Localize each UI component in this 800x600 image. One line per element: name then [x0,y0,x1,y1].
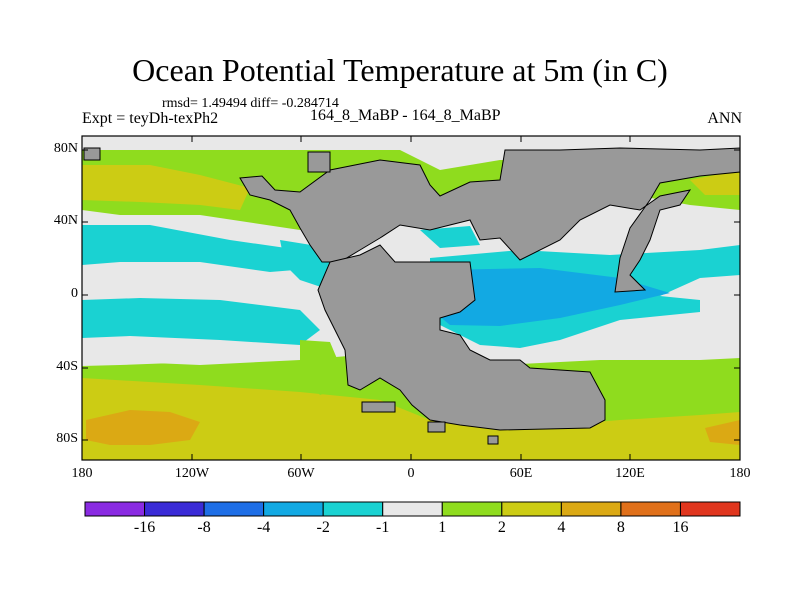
land-small-isle-1 [83,147,101,161]
field-indian-blue [432,268,670,326]
lon-label-60e: 60E [509,466,533,481]
colorbar-label: -1 [376,519,390,536]
field-pac-north-cyan [82,225,320,272]
colorbar-box [322,501,384,517]
colorbar-box [203,501,265,517]
season-label: ANN [707,110,742,127]
field-med-cyan [420,226,480,248]
colorbar-box [501,501,562,517]
land-layer [83,147,741,445]
lon-label-120e: 120E [615,466,645,481]
colorbar-box [560,501,622,517]
colorbar-box [263,501,324,517]
colorbar-box [620,501,681,517]
land-small-isle-3 [427,421,446,433]
field-south-orange-east [705,420,740,445]
field-south-orange-west [86,410,200,445]
field-atl-south-green [300,340,348,395]
colorbar-label: 2 [497,519,506,536]
land-small-isle-4 [487,435,499,445]
colorbar-label: 16 [672,519,689,536]
lat-label-80n: 80N [53,141,78,156]
colorbar [84,501,741,517]
colorbar-label: 1 [438,519,447,536]
lon-label-180e: 180 [729,466,751,481]
lat-label-40s: 40S [56,359,78,374]
colorbar-box [382,501,443,517]
colorbar-box [144,501,205,517]
colorbar-label: -16 [133,519,156,536]
rmsd-diff-stats: rmsd= 1.49494 diff= -0.284714 [162,96,339,111]
period-label: 164_8_MaBP - 164_8_MaBP [310,107,501,124]
lon-label-60w: 60W [287,466,315,481]
lat-label-80s: 80S [56,431,78,446]
experiment-label: Expt = teyDh-texPh2 [82,110,219,127]
land-small-isle-2 [361,401,396,413]
land-arctic-island [307,151,331,173]
colorbar-box [84,501,146,517]
lon-label-0: 0 [407,466,415,481]
colorbar-label: -2 [316,519,330,536]
lon-label-120w: 120W [174,466,210,481]
land-north-america-greenland [239,147,741,293]
field-south-green-inner [82,378,740,460]
field-pac-south-cyan [82,298,320,345]
lat-label-40n: 40N [53,213,78,228]
axis-ticks [82,136,740,460]
map-title: Ocean Potential Temperature at 5m (in C) [132,52,668,88]
colorbar-label: 4 [557,519,566,536]
lat-label-0: 0 [71,286,78,301]
field-north-yellow [82,165,250,210]
field-south-white-belt [82,345,320,366]
land-africa-south-america [317,244,606,431]
lon-label-180w: 180 [71,466,93,481]
colorbar-label: -4 [256,519,271,536]
colorbar-box [441,501,503,517]
colorbar-label: -8 [197,519,211,536]
colorbar-label: 8 [616,519,625,536]
colorbar-box [679,501,741,517]
field-north-yellow-east [690,170,740,195]
